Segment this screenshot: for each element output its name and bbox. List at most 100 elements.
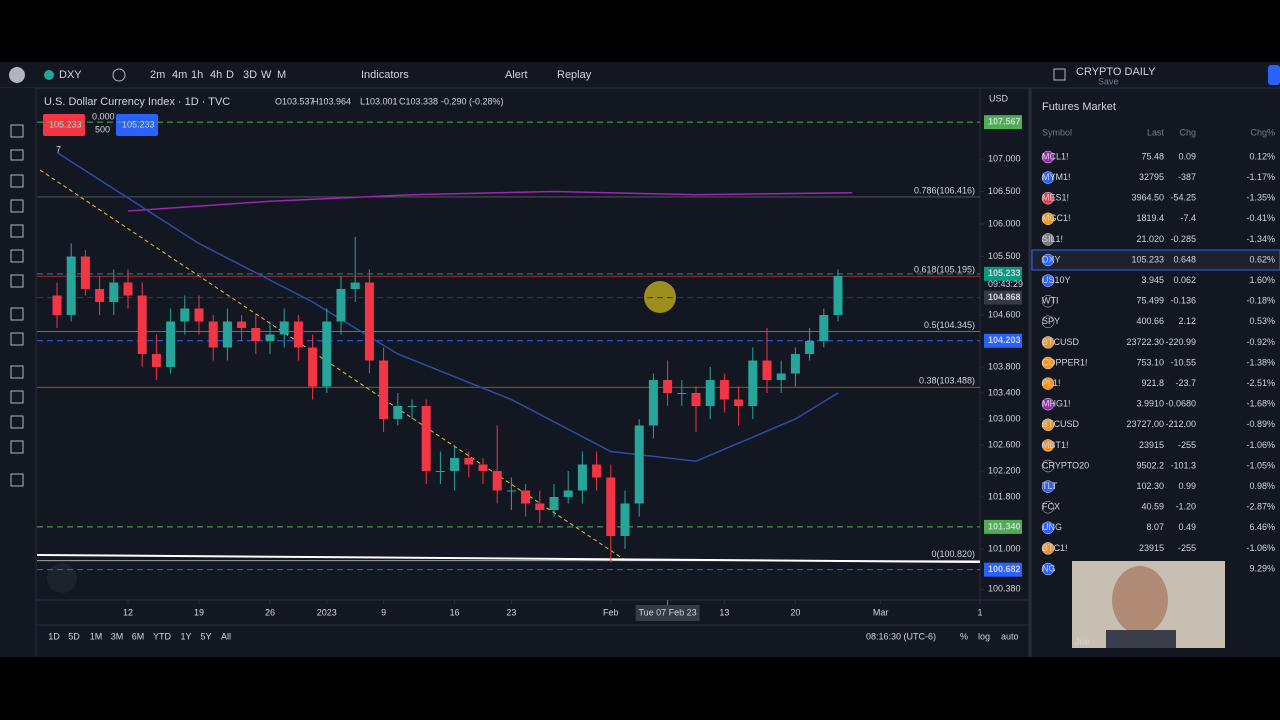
row-icon	[1041, 521, 1055, 535]
row-value: -0.89%	[1246, 419, 1275, 429]
candle-body	[379, 360, 389, 419]
row-symbol[interactable]: US10Y	[1042, 275, 1071, 285]
ask-box[interactable]	[116, 114, 158, 136]
candle-body	[222, 321, 232, 348]
row-icon	[1041, 191, 1055, 205]
row-symbol[interactable]: BTCUSD	[1042, 419, 1080, 429]
row-symbol[interactable]: BTCUSD	[1042, 337, 1080, 347]
range-button[interactable]: All	[221, 631, 231, 641]
interval[interactable]: W	[261, 69, 272, 81]
indicators-button[interactable]: Indicators	[361, 69, 409, 81]
ohlc-value: L103.001	[360, 96, 398, 106]
row-icon	[1041, 397, 1055, 411]
row-symbol[interactable]: WTI	[1042, 296, 1059, 306]
row-value: -0.285	[1170, 234, 1196, 244]
row-value: -54.25	[1170, 193, 1196, 203]
row-symbol[interactable]: NG	[1042, 563, 1056, 573]
interval[interactable]: 4m	[172, 69, 187, 81]
replay-button[interactable]: Replay	[557, 69, 592, 81]
compare-button[interactable]	[112, 68, 126, 82]
row-symbol[interactable]: MES1!	[1042, 193, 1069, 203]
row-value: -0.136	[1170, 296, 1196, 306]
row-value: 0.49	[1178, 522, 1196, 532]
interval[interactable]: 2m	[150, 69, 165, 81]
range-button[interactable]: 1Y	[180, 631, 191, 641]
logo[interactable]	[9, 67, 25, 83]
row-value: 23727.00	[1126, 419, 1164, 429]
candle-body	[776, 373, 786, 380]
layout-icon[interactable]	[1053, 68, 1066, 81]
row-symbol[interactable]: COPPER1!	[1042, 357, 1088, 367]
row-value: 9502.2	[1136, 460, 1164, 470]
alert-button[interactable]: Alert	[505, 69, 528, 81]
x-tick-label: Mar	[873, 607, 889, 617]
auto-toggle[interactable]: auto	[1001, 631, 1019, 641]
row-value: -387	[1178, 172, 1196, 182]
row-symbol[interactable]: SPY	[1042, 316, 1060, 326]
x-tick-label: 1	[977, 607, 982, 617]
range-button[interactable]: 6M	[132, 631, 145, 641]
currency[interactable]: USD	[989, 93, 1009, 103]
range-button[interactable]: 5D	[68, 631, 80, 641]
tv-logo	[47, 563, 77, 593]
range-button[interactable]: 1D	[48, 631, 60, 641]
row-value: -1.34%	[1246, 234, 1275, 244]
y-tick-label: 101.000	[988, 543, 1021, 553]
column-header: Last	[1147, 127, 1165, 137]
row-symbol[interactable]: MGC1!	[1042, 213, 1071, 223]
ohlc-value: C103.338	[399, 96, 438, 106]
candle-body	[80, 256, 90, 289]
row-value: 0.53%	[1249, 316, 1275, 326]
row-symbol[interactable]: MBT1!	[1042, 440, 1069, 450]
row-icon	[1041, 315, 1055, 329]
row-symbol[interactable]: MHG1!	[1042, 399, 1071, 409]
row-value: -2.51%	[1246, 378, 1275, 388]
candle-body	[648, 380, 658, 426]
drawing-toolbar	[0, 88, 36, 657]
percent-toggle[interactable]: %	[960, 631, 968, 641]
interval[interactable]: 1h	[191, 69, 203, 81]
row-value: -101.3	[1170, 460, 1196, 470]
column-header: Chg%	[1250, 127, 1275, 137]
bid-box[interactable]	[43, 114, 85, 136]
indicator-count[interactable]: 7	[56, 144, 61, 154]
range-button[interactable]: 5Y	[200, 631, 211, 641]
row-icon	[1041, 418, 1055, 432]
range-button[interactable]: 1M	[90, 631, 103, 641]
bid[interactable]: 105.233	[49, 119, 82, 129]
candle-body	[762, 360, 772, 380]
interval[interactable]: 3D	[243, 69, 257, 81]
watchlist-title[interactable]: Futures Market	[1042, 101, 1116, 113]
interval[interactable]: D	[226, 69, 234, 81]
row-value: 102.30	[1136, 481, 1164, 491]
row-symbol[interactable]: TLT	[1042, 481, 1058, 491]
row-symbol[interactable]: DXY	[1042, 254, 1061, 264]
ohlc-value: O103.537	[275, 96, 315, 106]
interval[interactable]: 4h	[210, 69, 222, 81]
candle-body	[577, 464, 587, 491]
x-tick-label: 19	[194, 607, 204, 617]
range-button[interactable]: 3M	[111, 631, 124, 641]
ask[interactable]: 105.233	[122, 119, 155, 129]
candle-body	[705, 380, 715, 406]
profile-button[interactable]	[1268, 65, 1280, 85]
interval[interactable]: M	[277, 69, 286, 81]
log-toggle[interactable]: log	[978, 631, 990, 641]
row-symbol[interactable]: PL1!	[1042, 378, 1061, 388]
candle-body	[819, 315, 829, 341]
row-symbol[interactable]: MYM1!	[1042, 172, 1071, 182]
row-symbol[interactable]: CRYPTO20	[1042, 460, 1089, 470]
row-symbol[interactable]: BTC1!	[1042, 543, 1068, 553]
tool-icons	[10, 124, 24, 487]
row-icon	[1041, 233, 1055, 246]
row-symbol[interactable]: FCX	[1042, 502, 1060, 512]
row-value: 0.12%	[1249, 151, 1275, 161]
row-symbol[interactable]: UNG	[1042, 522, 1062, 532]
symbol[interactable]: DXY	[59, 69, 82, 81]
candle-body	[748, 360, 758, 406]
row-symbol[interactable]: MCL1!	[1042, 151, 1069, 161]
range-button[interactable]: YTD	[153, 631, 172, 641]
row-symbol[interactable]: SIL1!	[1042, 234, 1063, 244]
layout-name[interactable]: CRYPTO DAILY	[1076, 66, 1156, 78]
candle-body	[180, 308, 190, 322]
